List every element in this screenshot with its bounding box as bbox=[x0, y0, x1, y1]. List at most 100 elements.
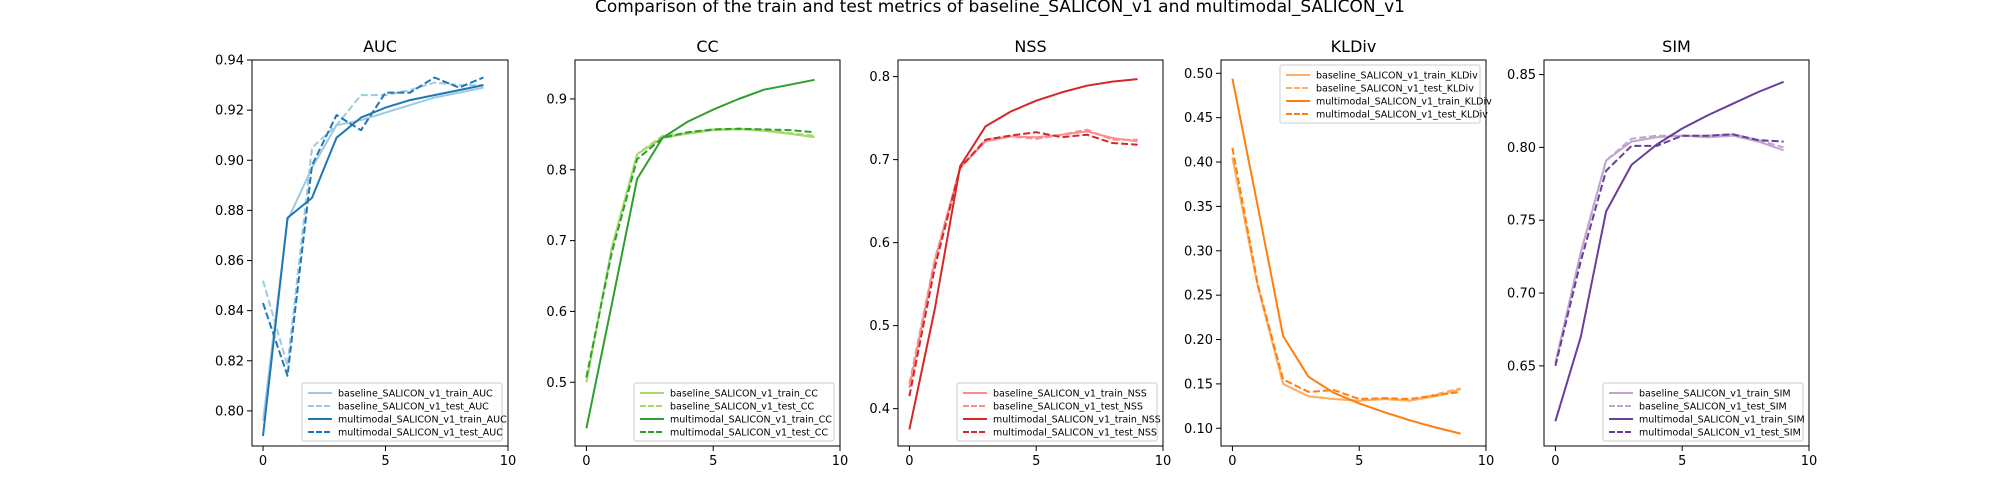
subplot-title: NSS bbox=[1014, 37, 1046, 56]
y-tick-label: 0.7 bbox=[546, 234, 567, 249]
series-line-0 bbox=[262, 86, 484, 422]
axes-frame bbox=[897, 59, 1164, 447]
legend-box bbox=[301, 382, 503, 442]
legend-entry: multimodal_SALICON_v1_test_CC bbox=[670, 428, 828, 439]
y-tick-label: 0.20 bbox=[1184, 333, 1213, 348]
x-tick-label: 10 bbox=[1478, 454, 1495, 469]
y-tick-label: 0.65 bbox=[1507, 359, 1536, 374]
y-tick-label: 0.25 bbox=[1184, 289, 1213, 304]
series-line-3 bbox=[1554, 133, 1784, 367]
legend-entry: multimodal_SALICON_v1_train_AUC bbox=[338, 415, 507, 426]
legend-entry: multimodal_SALICON_v1_train_CC bbox=[670, 415, 832, 426]
legend-box bbox=[1279, 64, 1481, 124]
x-tick-label: 5 bbox=[1678, 454, 1686, 469]
x-tick-label: 5 bbox=[1032, 454, 1040, 469]
series-line-2 bbox=[1231, 78, 1461, 435]
legend-entry: baseline_SALICON_v1_test_NSS bbox=[993, 402, 1143, 413]
x-tick-label: 0 bbox=[1551, 454, 1559, 469]
y-tick-label: 0.5 bbox=[546, 376, 567, 391]
series-line-3 bbox=[908, 131, 1138, 397]
series-line-0 bbox=[1554, 134, 1784, 364]
series-line-0 bbox=[1231, 157, 1461, 402]
subplot-nss: NSS 0 5 10 0.4 0.5 0.6 0.7 0.8 baseline_SALICON_v… bbox=[869, 37, 1171, 469]
legend-entry: multimodal_SALICON_v1_test_KLDiv bbox=[1316, 110, 1488, 121]
axes-frame bbox=[1220, 59, 1487, 447]
legend: baseline_SALICON_v1_train_NSS baseline_SA… bbox=[956, 382, 1161, 442]
y-tick-label: 0.80 bbox=[215, 404, 244, 419]
figure-title: Comparison of the train and test metrics… bbox=[595, 0, 1405, 17]
y-tick-label: 0.94 bbox=[215, 54, 244, 69]
x-tick-label: 0 bbox=[582, 454, 590, 469]
series-line-3 bbox=[585, 127, 815, 378]
y-tick-label: 0.35 bbox=[1184, 200, 1213, 215]
legend-entry: baseline_SALICON_v1_train_KLDiv bbox=[1316, 71, 1478, 82]
y-tick-label: 0.90 bbox=[215, 154, 244, 169]
legend-entry: multimodal_SALICON_v1_train_SIM bbox=[1639, 415, 1805, 426]
series-line-3 bbox=[262, 76, 484, 377]
series-line-2 bbox=[1554, 80, 1784, 422]
x-tick-label: 5 bbox=[381, 454, 389, 469]
series-line-3 bbox=[1231, 147, 1461, 400]
legend: baseline_SALICON_v1_train_SIM baseline_SA… bbox=[1602, 382, 1805, 442]
series-line-1 bbox=[1554, 133, 1784, 364]
series-line-1 bbox=[262, 81, 484, 367]
y-tick-label: 0.85 bbox=[1507, 68, 1536, 83]
y-tick-label: 0.6 bbox=[869, 236, 890, 251]
y-tick-label: 0.30 bbox=[1184, 244, 1213, 259]
y-tick-label: 0.92 bbox=[215, 104, 244, 119]
legend-box bbox=[633, 382, 835, 442]
y-tick-label: 0.4 bbox=[869, 402, 890, 417]
y-tick-label: 0.40 bbox=[1184, 156, 1213, 171]
series-line-2 bbox=[908, 78, 1138, 430]
y-tick-label: 0.45 bbox=[1184, 111, 1213, 126]
legend-entry: multimodal_SALICON_v1_train_NSS bbox=[993, 415, 1161, 426]
legend-entry: multimodal_SALICON_v1_test_SIM bbox=[1639, 428, 1801, 439]
subplot-sim: SIM 0 5 10 0.65 0.70 0.75 0.80 0.85 baseline_SALI… bbox=[1507, 37, 1817, 469]
subplot-title: CC bbox=[696, 37, 718, 56]
subplot-cc: CC 0 5 10 0.5 0.6 0.7 0.8 0.9 baseline_SALICON_v1… bbox=[546, 37, 848, 469]
y-tick-label: 0.9 bbox=[546, 92, 567, 107]
y-tick-label: 0.84 bbox=[215, 304, 244, 319]
legend-entry: baseline_SALICON_v1_train_AUC bbox=[338, 389, 493, 400]
legend-entry: baseline_SALICON_v1_train_CC bbox=[670, 389, 818, 400]
series-line-1 bbox=[1231, 157, 1461, 402]
y-tick-label: 0.10 bbox=[1184, 422, 1213, 437]
axes-frame bbox=[251, 59, 509, 447]
y-tick-label: 0.5 bbox=[869, 319, 890, 334]
x-tick-label: 10 bbox=[832, 454, 849, 469]
legend: baseline_SALICON_v1_train_KLDiv baseline_… bbox=[1279, 64, 1492, 124]
y-tick-label: 0.70 bbox=[1507, 287, 1536, 302]
legend-entry: multimodal_SALICON_v1_test_AUC bbox=[338, 428, 503, 439]
subplot-title: AUC bbox=[363, 37, 397, 56]
legend-entry: baseline_SALICON_v1_test_SIM bbox=[1639, 402, 1787, 413]
legend-box bbox=[1602, 382, 1804, 442]
x-tick-label: 5 bbox=[1355, 454, 1363, 469]
y-tick-label: 0.80 bbox=[1507, 141, 1536, 156]
legend-entry: baseline_SALICON_v1_test_CC bbox=[670, 402, 814, 413]
subplot-title: SIM bbox=[1662, 37, 1691, 56]
legend-entry: baseline_SALICON_v1_train_NSS bbox=[993, 389, 1147, 400]
x-tick-label: 5 bbox=[709, 454, 717, 469]
y-tick-label: 0.88 bbox=[215, 204, 244, 219]
subplot-kldiv: KLDiv 0 5 10 0.10 0.15 0.20 0.25 0.30 0.35 0.40 0.4… bbox=[1184, 37, 1494, 469]
y-tick-label: 0.15 bbox=[1184, 377, 1213, 392]
legend-entry: multimodal_SALICON_v1_test_NSS bbox=[993, 428, 1157, 439]
y-tick-label: 0.7 bbox=[869, 153, 890, 168]
legend: baseline_SALICON_v1_train_CC baseline_SAL… bbox=[633, 382, 835, 442]
legend-entry: multimodal_SALICON_v1_train_KLDiv bbox=[1316, 97, 1492, 108]
series-line-2 bbox=[585, 78, 815, 429]
subplot-auc: AUC 0 5 10 0.80 0.82 0.84 0.86 0.88 0.90 0.92 0.94 b… bbox=[215, 37, 516, 469]
subplot-title: KLDiv bbox=[1331, 37, 1377, 56]
y-tick-label: 0.8 bbox=[869, 70, 890, 85]
axes-frame bbox=[574, 59, 841, 447]
legend: baseline_SALICON_v1_train_AUC baseline_SA… bbox=[301, 382, 507, 442]
x-tick-label: 0 bbox=[259, 454, 267, 469]
x-tick-label: 10 bbox=[1155, 454, 1172, 469]
y-tick-label: 0.82 bbox=[215, 354, 244, 369]
y-tick-label: 0.8 bbox=[546, 163, 567, 178]
legend-entry: baseline_SALICON_v1_test_KLDiv bbox=[1316, 84, 1474, 95]
y-tick-label: 0.86 bbox=[215, 254, 244, 269]
legend-entry: baseline_SALICON_v1_train_SIM bbox=[1639, 389, 1791, 400]
